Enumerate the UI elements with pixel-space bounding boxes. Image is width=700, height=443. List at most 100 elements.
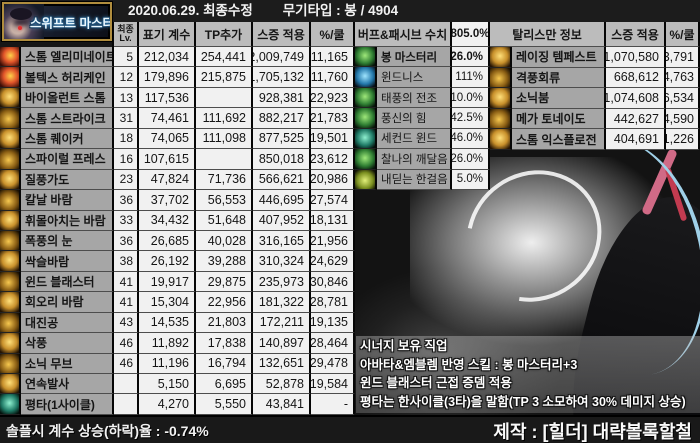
skill-per-cooldown: 19,135 bbox=[311, 312, 355, 334]
skill-per-cooldown: 21,783 bbox=[311, 108, 355, 129]
skill-name: 회오리 바람 bbox=[21, 292, 114, 313]
table-row: 싹슬바람 38 26,192 39,288 310,324 24,629 bbox=[0, 251, 355, 272]
skill-level: 16 bbox=[114, 149, 139, 170]
talisman-table-header: 탈리스만 정보 스증 적용 %/쿨 bbox=[490, 22, 700, 47]
header-buffed: 스증 적용 bbox=[253, 22, 311, 47]
staff-mastery-icon bbox=[355, 47, 377, 68]
skill-per-cooldown: 27,574 bbox=[311, 190, 355, 211]
step-forward-icon bbox=[355, 169, 377, 191]
gale-whirl-icon bbox=[490, 67, 512, 89]
skill-buffed: 43,841 bbox=[253, 394, 311, 415]
talisman-name: 레이징 템페스트 bbox=[512, 47, 606, 68]
skill-coefficient: 37,702 bbox=[139, 190, 196, 211]
skill-tp: 111,692 bbox=[196, 108, 253, 129]
skill-per-cooldown: 19,584 bbox=[311, 374, 355, 395]
buff-name: 풍신의 힘 bbox=[377, 108, 452, 129]
gale-road-icon bbox=[0, 169, 21, 191]
talisman-name: 메가 토네이도 bbox=[512, 108, 606, 130]
skill-level: 41 bbox=[114, 292, 139, 313]
skill-name: 연속발사 bbox=[21, 374, 114, 395]
skill-buffed: 566,621 bbox=[253, 169, 311, 191]
portrait-eye bbox=[18, 26, 22, 30]
skill-table-body: 스톰 엘리미네이트 5 212,034 254,441 2,009,749 11… bbox=[0, 47, 355, 415]
header-per-cooldown: %/쿨 bbox=[311, 22, 355, 47]
storm-eliminate-icon bbox=[0, 47, 21, 68]
skill-level: 46 bbox=[114, 353, 139, 374]
skill-buffed: 310,324 bbox=[253, 251, 311, 272]
skill-buffed: 140,897 bbox=[253, 333, 311, 354]
talisman-table-title: 탈리스만 정보 bbox=[490, 22, 606, 47]
buff-name: 태풍의 전조 bbox=[377, 87, 452, 109]
last-updated-label: 2020.06.29. 최종수정 bbox=[128, 3, 253, 18]
vortex-hurricane-icon bbox=[0, 67, 21, 88]
skill-tp: 6,695 bbox=[196, 374, 253, 395]
skill-per-cooldown: 11,165 bbox=[311, 47, 355, 68]
talisman-buffed: 1,070,580 bbox=[606, 47, 666, 68]
class-portrait bbox=[4, 4, 44, 39]
table-row: 윈드 블래스터 41 19,917 29,875 235,973 30,846 bbox=[0, 271, 355, 293]
buff-value: 111% bbox=[452, 67, 490, 88]
table-row: 스톰 엘리미네이트 5 212,034 254,441 2,009,749 11… bbox=[0, 47, 355, 68]
talisman-buffed: 1,074,608 bbox=[606, 88, 666, 109]
skill-tp: 29,875 bbox=[196, 271, 253, 293]
talisman-row: 격풍회류 668,612 24,763 bbox=[490, 67, 700, 89]
skill-coefficient: 5,150 bbox=[139, 374, 196, 395]
note-wind-blaster: 윈드 블래스터 근접 증뎀 적용 bbox=[360, 376, 512, 390]
great-vacuum-icon bbox=[0, 312, 21, 334]
storm-quaker-icon bbox=[0, 128, 21, 150]
skill-buffed: 882,217 bbox=[253, 108, 311, 129]
talisman-name: 소닉붐 bbox=[512, 88, 606, 109]
skill-per-cooldown: 29,478 bbox=[311, 353, 355, 374]
table-row: 칼날 바람 36 37,702 56,553 446,695 27,574 bbox=[0, 190, 355, 211]
class-title: 스위프트 마스터 bbox=[30, 16, 112, 30]
skill-tp: 17,838 bbox=[196, 333, 253, 354]
skill-name: 휘몰아치는 바람 bbox=[21, 210, 114, 231]
talisman-header-buffed: 스증 적용 bbox=[606, 22, 666, 47]
note-avatar-emblem: 아바타&엠블렘 반영 스킬 : 봉 마스터리+3 bbox=[360, 357, 578, 372]
header-tp: TP추가 bbox=[196, 22, 253, 47]
skill-tp: 5,550 bbox=[196, 394, 253, 415]
skill-coefficient: 107,615 bbox=[139, 149, 196, 170]
table-row: 평타(1사이클) 4,270 5,550 43,841 - bbox=[0, 394, 355, 415]
skill-coefficient: 11,196 bbox=[139, 353, 196, 374]
skill-level: 18 bbox=[114, 128, 139, 150]
buff-row: 세컨드 윈드 46.0% bbox=[355, 128, 490, 150]
credit-label: 제작 : [힐더] 대략볼록할철 bbox=[493, 422, 692, 442]
buff-table-header: 버프&패시브 수치 805.0% bbox=[355, 22, 490, 47]
second-wind-icon bbox=[355, 128, 377, 150]
skill-tp: 71,736 bbox=[196, 169, 253, 191]
skill-per-cooldown: 23,612 bbox=[311, 149, 355, 170]
skill-table: 최종 Lv. 표기 계수 TP추가 스증 적용 %/쿨 스톰 엘리미네이트 5 2… bbox=[0, 22, 355, 415]
skill-coefficient: 14,535 bbox=[139, 312, 196, 334]
character-artwork bbox=[355, 147, 700, 420]
skill-tp: 254,441 bbox=[196, 47, 253, 68]
talisman-name: 격풍회류 bbox=[512, 67, 606, 89]
table-row: 휘몰아치는 바람 33 34,432 51,648 407,952 18,131 bbox=[0, 210, 355, 231]
biting-wind-icon bbox=[0, 333, 21, 354]
buff-total-value: 805.0% bbox=[452, 22, 490, 47]
skill-name: 폭풍의 눈 bbox=[21, 230, 114, 252]
mega-tornado-icon bbox=[490, 108, 512, 130]
skill-tp: 111,098 bbox=[196, 128, 253, 150]
swirling-wind-icon bbox=[0, 210, 21, 231]
skill-per-cooldown: - bbox=[311, 394, 355, 415]
skill-coefficient: 26,685 bbox=[139, 230, 196, 252]
skill-name: 스톰 스트라이크 bbox=[21, 108, 114, 129]
notes-overlay: 시너지 보유 직업 아바타&엠블렘 반영 스킬 : 봉 마스터리+3 윈드 블래… bbox=[356, 336, 700, 413]
talisman-per-cooldown: 24,763 bbox=[666, 67, 700, 89]
violent-storm-icon bbox=[0, 87, 21, 109]
table-row: 소닉 무브 46 11,196 16,794 132,651 29,478 bbox=[0, 353, 355, 374]
buff-value: 10.0% bbox=[452, 87, 490, 109]
blade-wind-icon bbox=[0, 190, 21, 211]
buff-name: 찰나의 깨달음 bbox=[377, 149, 452, 170]
skill-name: 대진공 bbox=[21, 312, 114, 334]
skill-level: 46 bbox=[114, 333, 139, 354]
raging-tempest-icon bbox=[490, 47, 512, 68]
rapid-fire-icon bbox=[0, 374, 21, 395]
buff-value: 46.0% bbox=[452, 128, 490, 150]
skill-level: 31 bbox=[114, 108, 139, 129]
buff-name: 내딛는 한걸음 bbox=[377, 169, 452, 191]
note-synergy: 시너지 보유 직업 bbox=[360, 339, 448, 353]
skill-buffed: 2,009,749 bbox=[253, 47, 311, 68]
skill-name: 질풍가도 bbox=[21, 169, 114, 191]
